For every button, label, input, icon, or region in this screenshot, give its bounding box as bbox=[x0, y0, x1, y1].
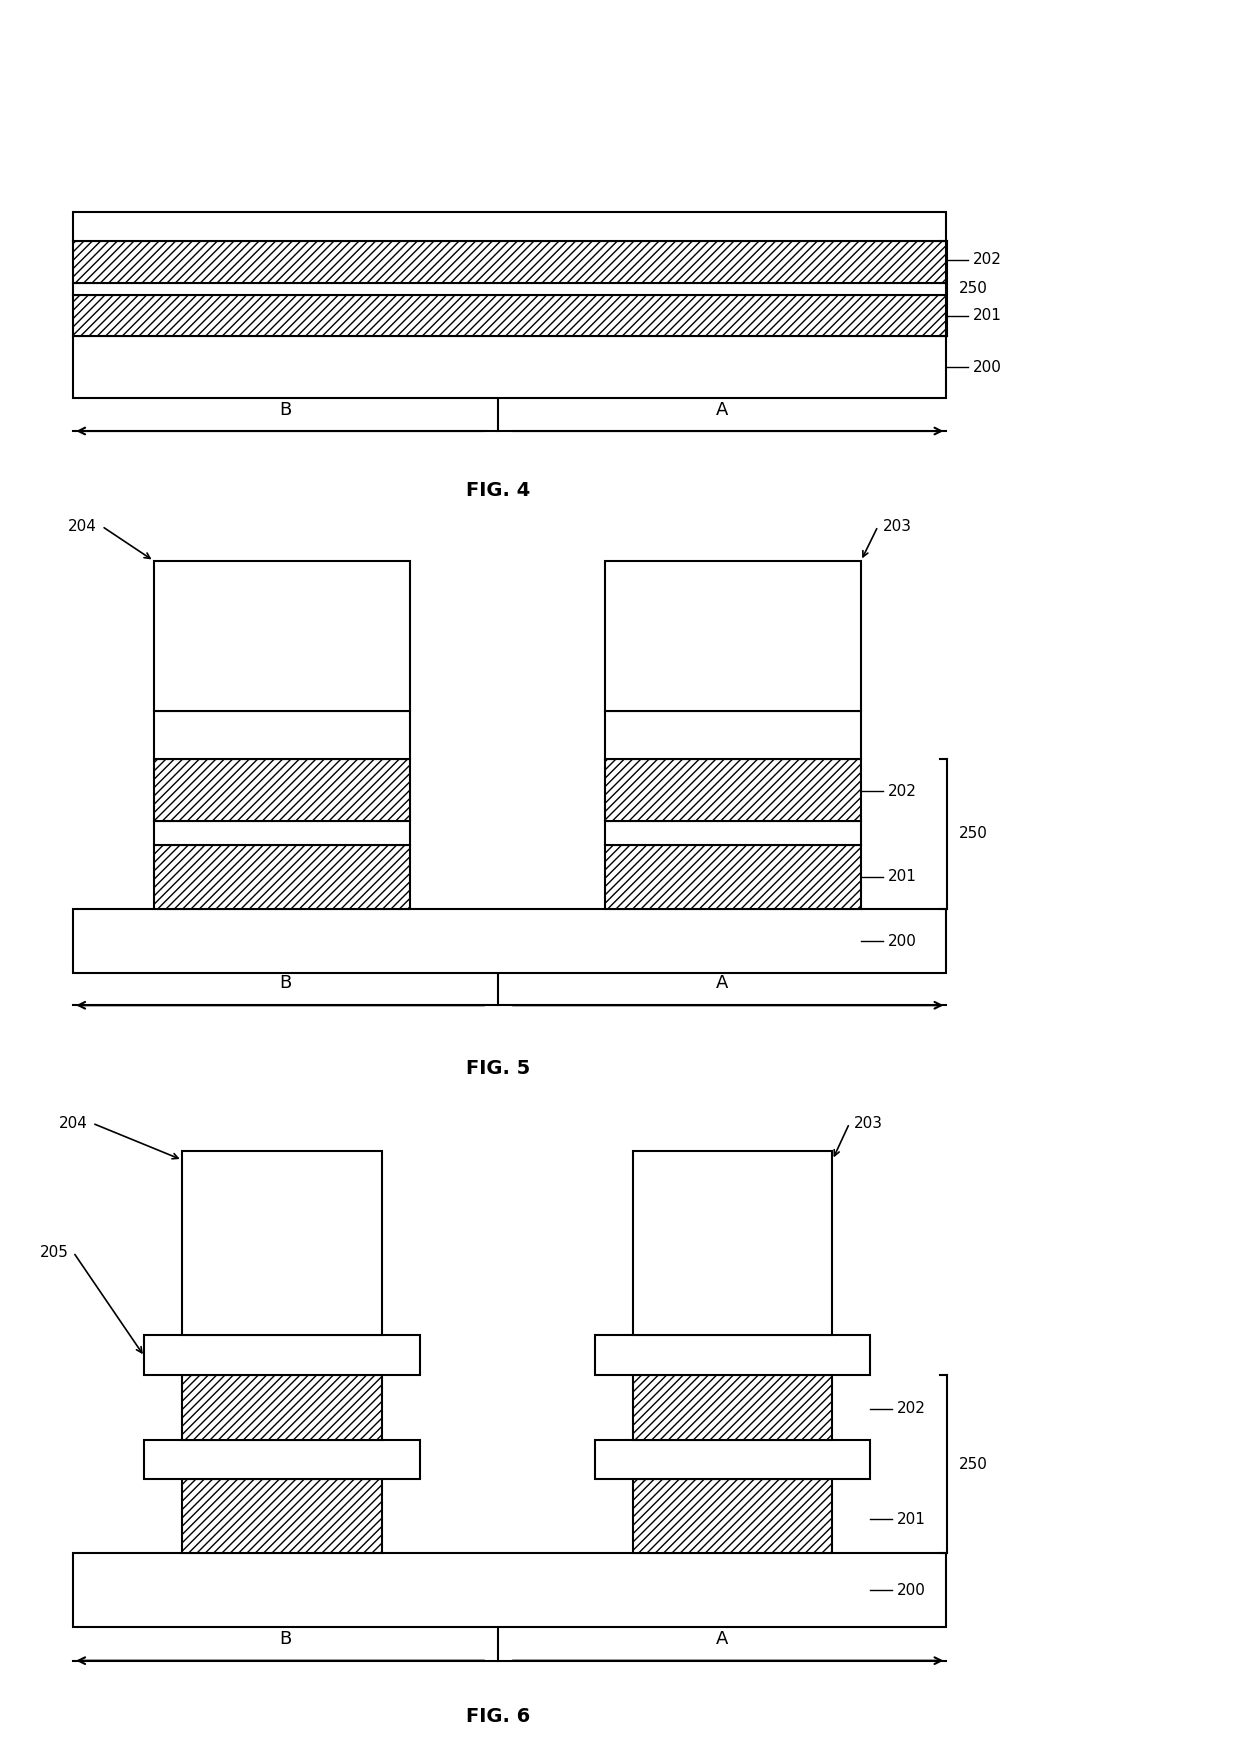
Text: 202: 202 bbox=[888, 784, 916, 799]
Bar bbox=[73, 283, 946, 295]
Bar bbox=[605, 844, 861, 909]
Bar bbox=[154, 844, 410, 909]
Text: 201: 201 bbox=[897, 1511, 926, 1527]
Bar bbox=[605, 760, 861, 821]
Text: 204: 204 bbox=[68, 519, 97, 534]
Text: B: B bbox=[280, 1630, 291, 1648]
Bar bbox=[154, 562, 410, 711]
Bar bbox=[73, 1553, 946, 1627]
Text: FIG. 4: FIG. 4 bbox=[466, 481, 531, 500]
Text: 204: 204 bbox=[58, 1116, 88, 1130]
Text: 200: 200 bbox=[897, 1583, 926, 1597]
Text: B: B bbox=[280, 400, 291, 419]
Text: 201: 201 bbox=[973, 309, 1002, 323]
Text: FIG. 6: FIG. 6 bbox=[466, 1706, 531, 1725]
Text: 202: 202 bbox=[973, 253, 1002, 267]
Bar bbox=[154, 821, 410, 844]
Text: 203: 203 bbox=[883, 519, 911, 534]
Text: A: A bbox=[717, 1630, 729, 1648]
Bar bbox=[73, 295, 946, 337]
Text: FIG. 5: FIG. 5 bbox=[466, 1058, 531, 1078]
Bar bbox=[73, 242, 946, 283]
Text: 250: 250 bbox=[959, 827, 987, 841]
Bar bbox=[605, 562, 861, 711]
Text: A: A bbox=[717, 400, 729, 419]
Bar bbox=[73, 212, 946, 242]
Text: 201: 201 bbox=[888, 869, 916, 885]
Text: 200: 200 bbox=[888, 934, 916, 948]
Bar bbox=[154, 760, 410, 821]
Bar bbox=[634, 1479, 832, 1553]
Bar bbox=[145, 1439, 419, 1479]
Text: 250: 250 bbox=[959, 281, 987, 297]
Bar bbox=[634, 1151, 832, 1336]
Text: A: A bbox=[717, 974, 729, 992]
Text: 203: 203 bbox=[854, 1116, 883, 1130]
Bar bbox=[73, 337, 946, 398]
Bar bbox=[182, 1376, 382, 1439]
Text: B: B bbox=[280, 974, 291, 992]
Bar bbox=[182, 1151, 382, 1336]
Bar bbox=[73, 909, 946, 972]
Text: 200: 200 bbox=[973, 360, 1002, 374]
Bar bbox=[634, 1376, 832, 1439]
Bar bbox=[154, 711, 410, 760]
Text: 250: 250 bbox=[959, 1457, 987, 1472]
Text: 205: 205 bbox=[40, 1244, 68, 1260]
Bar bbox=[182, 1479, 382, 1553]
Bar bbox=[605, 711, 861, 760]
Bar bbox=[145, 1336, 419, 1376]
Bar bbox=[595, 1336, 870, 1376]
Bar bbox=[595, 1439, 870, 1479]
Text: 202: 202 bbox=[897, 1400, 926, 1416]
Bar bbox=[605, 821, 861, 844]
